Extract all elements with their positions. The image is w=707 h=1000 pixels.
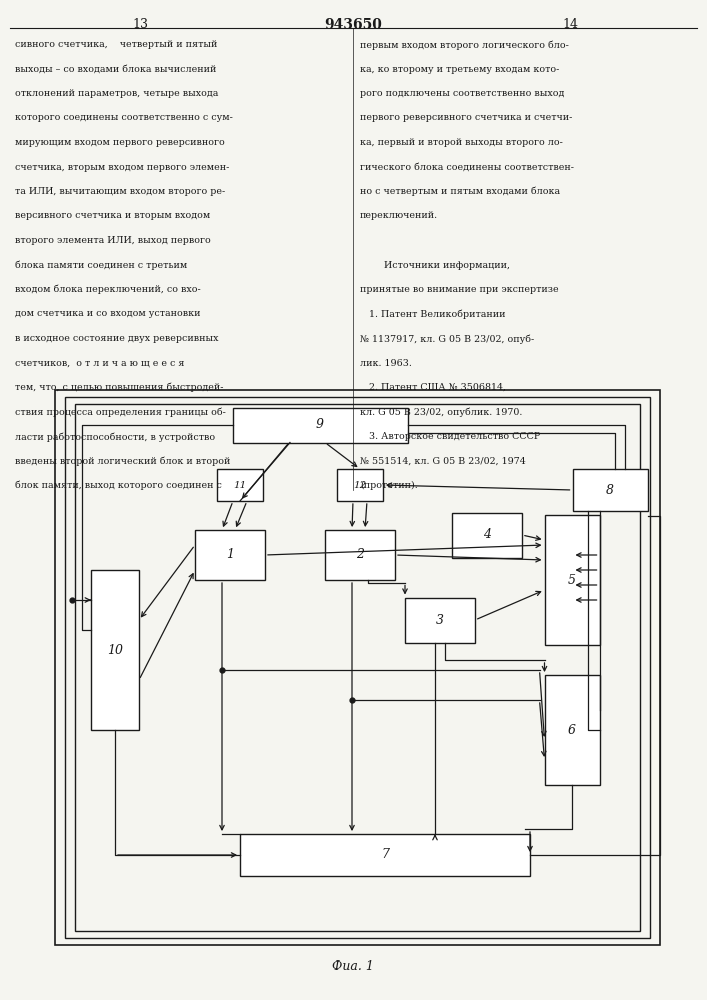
Bar [91, 570, 139, 730]
Text: 14: 14 [562, 18, 578, 31]
Text: которого соединены соответственно с сум-: которого соединены соответственно с сум- [15, 113, 233, 122]
Text: 2. Патент США № 3506814,: 2. Патент США № 3506814, [360, 383, 506, 392]
Text: блока памяти соединен с третьим: блока памяти соединен с третьим [15, 260, 187, 270]
Text: 1: 1 [226, 548, 234, 562]
Text: счетчика, вторым входом первого элемен-: счетчика, вторым входом первого элемен- [15, 162, 229, 172]
Text: второго элемента ИЛИ, выход первого: второго элемента ИЛИ, выход первого [15, 236, 211, 245]
Text: ласти работоспособности, в устройство: ласти работоспособности, в устройство [15, 432, 215, 442]
Text: та ИЛИ, вычитающим входом второго ре-: та ИЛИ, вычитающим входом второго ре- [15, 187, 226, 196]
Bar [544, 675, 600, 785]
Text: ка, ко второму и третьему входам кото-: ка, ко второму и третьему входам кото- [360, 64, 559, 74]
Text: выходы – со входами блока вычислений: выходы – со входами блока вычислений [15, 64, 216, 74]
Text: № 1137917, кл. G 05 B 23/02, опуб-: № 1137917, кл. G 05 B 23/02, опуб- [360, 334, 534, 344]
Text: первого реверсивного счетчика и счетчи-: первого реверсивного счетчика и счетчи- [360, 113, 573, 122]
Text: 13: 13 [132, 18, 148, 31]
Text: но с четвертым и пятым входами блока: но с четвертым и пятым входами блока [360, 187, 560, 196]
Text: (прототип).: (прототип). [360, 481, 418, 490]
Text: 11: 11 [233, 481, 247, 489]
Text: мирующим входом первого реверсивного: мирующим входом первого реверсивного [15, 138, 225, 147]
Bar [75, 404, 640, 931]
Text: принятые во внимание при экспертизе: принятые во внимание при экспертизе [360, 285, 559, 294]
Text: входом блока переключений, со вхо-: входом блока переключений, со вхо- [15, 285, 201, 294]
Text: блок памяти, выход которого соединен с: блок памяти, выход которого соединен с [15, 481, 222, 490]
Bar [573, 469, 648, 511]
Text: переключений.: переключений. [360, 212, 438, 221]
Bar [217, 469, 263, 501]
Text: 3. Авторское свидетельство СССР: 3. Авторское свидетельство СССР [360, 432, 540, 441]
Text: кл. G 05 B 23/02, опублик. 1970.: кл. G 05 B 23/02, опублик. 1970. [360, 408, 522, 417]
Text: 1. Патент Великобритании: 1. Патент Великобритании [360, 310, 506, 319]
Text: счетчиков,  о т л и ч а ю щ е е с я: счетчиков, о т л и ч а ю щ е е с я [15, 359, 185, 367]
Bar [240, 834, 530, 876]
Bar [452, 512, 522, 558]
Text: № 551514, кл. G 05 B 23/02, 1974: № 551514, кл. G 05 B 23/02, 1974 [360, 456, 526, 466]
Text: 6: 6 [568, 724, 576, 736]
Text: Источники информации,: Источники информации, [360, 260, 510, 269]
Text: 10: 10 [107, 644, 123, 656]
Text: гического блока соединены соответствен-: гического блока соединены соответствен- [360, 162, 574, 172]
Text: ствия процесса определения границы об-: ствия процесса определения границы об- [15, 408, 226, 417]
Bar [544, 515, 600, 645]
Text: версивного счетчика и вторым входом: версивного счетчика и вторым входом [15, 212, 210, 221]
Text: отклонений параметров, четыре выхода: отклонений параметров, четыре выхода [15, 89, 218, 98]
Text: дом счетчика и со входом установки: дом счетчика и со входом установки [15, 310, 201, 318]
Text: рого подключены соответственно выход: рого подключены соответственно выход [360, 89, 564, 98]
Bar [405, 597, 475, 643]
Text: 9: 9 [316, 418, 324, 432]
Bar [233, 408, 407, 442]
Bar [325, 530, 395, 580]
Text: 943650: 943650 [324, 18, 382, 32]
Text: 3: 3 [436, 613, 444, 626]
Text: ка, первый и второй выходы второго ло-: ка, первый и второй выходы второго ло- [360, 138, 563, 147]
Text: в исходное состояние двух реверсивных: в исходное состояние двух реверсивных [15, 334, 218, 343]
Bar [337, 469, 383, 501]
Text: первым входом второго логического бло-: первым входом второго логического бло- [360, 40, 569, 49]
Text: 8: 8 [606, 484, 614, 496]
Text: Фиа. 1: Фиа. 1 [332, 960, 374, 973]
Text: лик. 1963.: лик. 1963. [360, 359, 412, 367]
Text: 12: 12 [354, 481, 367, 489]
Text: 7: 7 [381, 848, 389, 861]
Text: тем, что, с целью повышения быстродей-: тем, что, с целью повышения быстродей- [15, 383, 223, 392]
Bar [195, 530, 265, 580]
Text: 4: 4 [483, 528, 491, 542]
Bar [55, 390, 660, 945]
Text: сивного счетчика,    четвертый и пятый: сивного счетчика, четвертый и пятый [15, 40, 217, 49]
Text: 5: 5 [568, 574, 576, 586]
Text: введены второй логический блок и второй: введены второй логический блок и второй [15, 456, 230, 466]
Bar [65, 397, 650, 938]
Text: 2: 2 [356, 548, 364, 562]
